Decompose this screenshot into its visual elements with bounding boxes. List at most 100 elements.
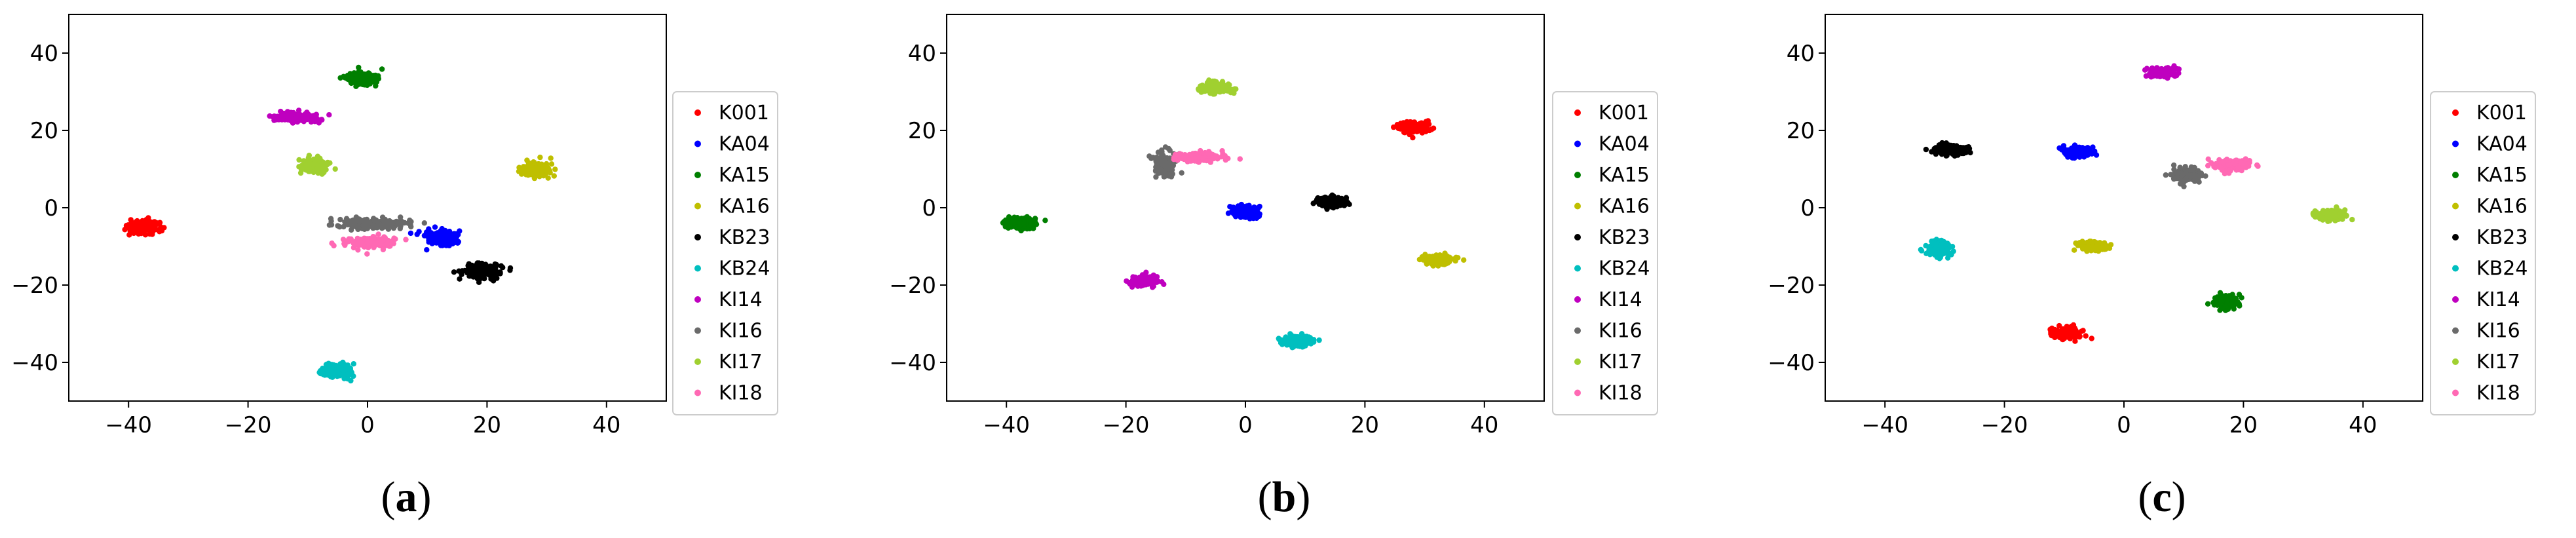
scatter-point <box>2332 213 2338 219</box>
legend-label-ka16: KA16 <box>2476 195 2528 218</box>
scatter-point <box>1159 151 1165 158</box>
scatter-point <box>312 161 318 167</box>
scatter-point <box>2089 336 2094 341</box>
scatter-point <box>365 72 371 79</box>
scatter-point <box>364 251 370 257</box>
scatter-point <box>2070 145 2076 151</box>
series-ki16 <box>326 214 427 233</box>
scatter-point <box>2088 150 2094 157</box>
legend-marker-kb24 <box>694 265 701 272</box>
scatter-point <box>403 237 409 242</box>
scatter-point <box>1224 88 1230 94</box>
scatter-point <box>457 276 463 282</box>
series-ki17 <box>2310 204 2355 224</box>
legend-marker-k001 <box>1574 109 1581 116</box>
x-tick-label: 20 <box>2229 412 2258 438</box>
scatter-point <box>2239 161 2246 166</box>
scatter-point <box>2324 209 2330 215</box>
scatter-point <box>2236 292 2243 298</box>
scatter-point <box>548 155 554 161</box>
scatter-point <box>2326 218 2332 224</box>
scatter-point <box>1230 208 1236 214</box>
scatter-point <box>1155 155 1161 161</box>
scatter-point <box>373 218 379 223</box>
scatter-point <box>2227 162 2233 168</box>
legend-marker-ka15 <box>694 172 701 178</box>
scatter-point <box>1158 147 1165 153</box>
scatter-point <box>273 115 280 121</box>
scatter-point <box>2056 322 2062 329</box>
legend-marker-kb24 <box>1574 265 1581 272</box>
legend-marker-k001 <box>2452 109 2459 116</box>
scatter-point <box>2254 162 2260 168</box>
scatter-point <box>364 225 370 231</box>
series-k001 <box>1391 118 1437 141</box>
legend-label-ka16: KA16 <box>719 195 770 218</box>
legend-label-kb24: KB24 <box>1599 258 1650 280</box>
scatter-point <box>2220 159 2226 165</box>
scatter-point <box>440 241 445 247</box>
panel-caption: (b) <box>1258 473 1311 521</box>
scatter-point <box>355 247 361 253</box>
y-tick-label: −40 <box>11 350 58 376</box>
scatter-point <box>2142 67 2148 73</box>
scatter-point <box>1283 334 1289 340</box>
scatter-point <box>337 224 343 230</box>
series-ka15 <box>337 64 385 89</box>
scatter-point <box>2148 74 2154 80</box>
scatter-point <box>435 237 441 243</box>
scatter-point <box>1424 258 1430 263</box>
legend-label-k001: K001 <box>2476 102 2527 125</box>
x-tick-label: 40 <box>2349 412 2377 438</box>
scatter-point <box>1946 250 1953 257</box>
scatter-point <box>493 269 499 276</box>
scatter-point <box>1210 91 1217 97</box>
scatter-point <box>350 240 356 246</box>
legend-marker-ki17 <box>2452 358 2459 365</box>
scatter-point <box>1167 163 1174 170</box>
scatter-point <box>2079 239 2085 244</box>
scatter-point <box>552 166 558 172</box>
legend-label-kb24: KB24 <box>719 258 770 280</box>
scatter-point <box>545 175 551 181</box>
legend-marker-ki16 <box>694 327 701 334</box>
scatter-point <box>319 117 325 123</box>
series-ki18 <box>1171 147 1243 165</box>
legend-marker-ka04 <box>1574 140 1581 147</box>
scatter-point <box>497 271 503 277</box>
scatter-point <box>1229 86 1235 92</box>
scatter-point <box>373 83 379 89</box>
scatter-point <box>1226 82 1232 88</box>
scatter-point <box>1923 146 1929 153</box>
scatter-point <box>320 159 326 165</box>
legend-marker-ka15 <box>1574 172 1581 178</box>
scatter-point <box>2085 243 2091 250</box>
scatter-point <box>483 262 489 268</box>
scatter-point <box>1251 206 1257 212</box>
scatter-point <box>296 164 302 170</box>
scatter-point <box>1410 124 1416 130</box>
scatter-point <box>1159 279 1165 285</box>
scatter-point <box>2181 183 2187 189</box>
scatter-point <box>2176 70 2182 76</box>
scatter-point <box>1316 337 1322 343</box>
scatter-point <box>2180 171 2186 178</box>
scatter-point <box>300 114 306 121</box>
scatter-point <box>1288 339 1294 345</box>
scatter-point <box>1161 174 1167 180</box>
scatter-point <box>345 221 351 227</box>
y-tick-label: 0 <box>1800 195 1815 221</box>
scatter-point <box>407 218 413 223</box>
scatter-point <box>2320 217 2326 223</box>
legend-label-kb23: KB23 <box>1599 226 1650 249</box>
scatter-point <box>2072 330 2078 336</box>
scatter-point <box>1163 159 1169 165</box>
series-kb24 <box>1918 237 1956 261</box>
y-tick-label: 40 <box>30 41 58 67</box>
legend-label-ka04: KA04 <box>719 133 770 156</box>
scatter-point <box>1949 244 1956 250</box>
scatter-point <box>377 237 384 242</box>
scatter-point <box>479 260 485 267</box>
scatter-point <box>2343 212 2349 219</box>
